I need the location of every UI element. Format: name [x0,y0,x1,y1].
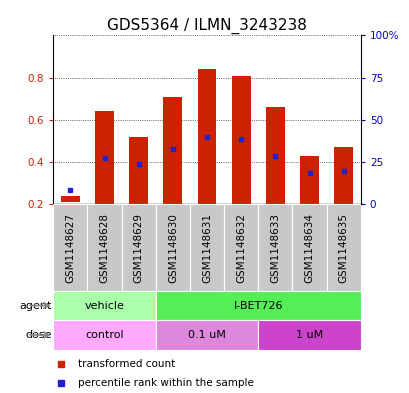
Text: control: control [85,330,124,340]
Text: dose: dose [25,330,52,340]
Text: I-BET726: I-BET726 [233,301,282,310]
Bar [61,196,80,202]
Bar [258,320,360,350]
Bar [87,204,121,291]
Bar [299,156,318,204]
Bar [258,204,292,291]
Bar [53,204,87,291]
Text: 0.1 uM: 0.1 uM [188,330,225,340]
Text: GSM1148627: GSM1148627 [65,213,75,283]
Text: GSM1148634: GSM1148634 [304,213,314,283]
Bar [189,204,224,291]
Text: 1 uM: 1 uM [295,330,322,340]
Bar [53,291,155,320]
Text: GSM1148629: GSM1148629 [133,213,144,283]
Bar [53,320,155,350]
Bar [155,291,360,320]
Bar [197,69,216,204]
Bar [224,204,258,291]
Bar [95,111,114,204]
Text: percentile rank within the sample: percentile rank within the sample [78,378,253,388]
Text: GSM1148628: GSM1148628 [99,213,109,283]
Bar [265,107,284,204]
Bar [163,97,182,204]
Text: GSM1148631: GSM1148631 [202,213,211,283]
Title: GDS5364 / ILMN_3243238: GDS5364 / ILMN_3243238 [107,18,306,34]
Text: GSM1148633: GSM1148633 [270,213,280,283]
Bar [231,75,250,204]
Bar [292,204,326,291]
Text: GSM1148630: GSM1148630 [167,213,178,283]
Bar [155,204,189,291]
Text: vehicle: vehicle [84,301,124,310]
Text: GSM1148632: GSM1148632 [236,213,246,283]
Text: GSM1148635: GSM1148635 [338,213,348,283]
Bar [326,204,360,291]
Bar [121,204,155,291]
Text: agent: agent [19,301,52,310]
Bar [129,137,148,204]
Bar [155,320,258,350]
Bar [333,147,352,204]
Text: transformed count: transformed count [78,358,175,369]
